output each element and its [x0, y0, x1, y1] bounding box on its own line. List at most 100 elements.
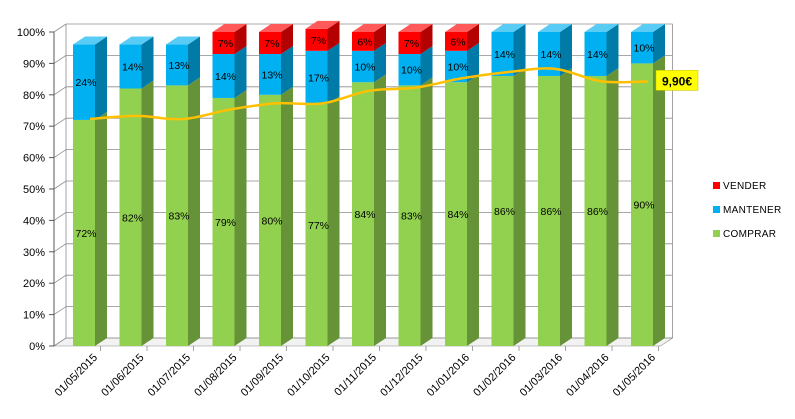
bar-side-comprar: [141, 80, 154, 347]
bar-side-comprar: [560, 67, 572, 347]
y-axis: 0% 10% 20% 30% 40% 50% 60% 70% 80% 90% 100%: [17, 27, 55, 353]
bar-segment-mantener: [584, 32, 607, 76]
data-label-mantener: 14%: [540, 49, 561, 61]
x-tick-label: 01/10/2015: [285, 352, 332, 399]
bar-segment-comprar: [584, 75, 607, 347]
bar-side-mantener: [327, 42, 340, 105]
bar-side-vender: [234, 24, 247, 54]
bar-top: [305, 20, 340, 29]
x-tick-label: 01/04/2016: [564, 352, 611, 399]
data-label-vender: 7%: [311, 35, 326, 47]
bar-top: [259, 24, 293, 32]
legend-label-vender: VENDER: [723, 181, 766, 192]
bar-side-comprar: [653, 55, 665, 347]
bar-top: [491, 24, 526, 32]
bar-segment-mantener: [538, 32, 560, 76]
bar-segment-vender: [445, 32, 467, 51]
y-tick-label: 10%: [23, 310, 45, 322]
data-label-comprar: 90%: [633, 200, 654, 212]
bar-segment-mantener: [352, 50, 374, 83]
x-tick-label: 01/06/2015: [99, 352, 146, 399]
bar-top: [584, 24, 619, 32]
data-label-mantener: 17%: [308, 73, 329, 85]
legend-swatch-comprar: [713, 230, 720, 237]
data-label-mantener: 14%: [587, 49, 608, 61]
data-label-mantener: 10%: [633, 43, 654, 55]
y-tick-label: 20%: [23, 278, 45, 290]
y-tick-label: 0%: [29, 341, 45, 353]
data-label-mantener: 10%: [354, 62, 375, 74]
bar-segment-comprar: [305, 104, 328, 346]
bar-side-comprar: [327, 96, 340, 346]
x-tick-label: 01/05/2015: [53, 352, 100, 399]
data-label-mantener: 14%: [215, 71, 236, 83]
bar-segment-vender: [305, 28, 328, 51]
y-tick-label: 50%: [23, 184, 45, 196]
bar-side-mantener: [606, 24, 619, 76]
data-label-comprar: 86%: [587, 206, 608, 218]
data-label-comprar: 83%: [168, 211, 189, 223]
data-label-mantener: 10%: [447, 62, 468, 74]
data-labels: 72% 24% 82% 14% 83% 13% 79% 14% 7% 80% 13% 7% 77% 17%…: [75, 35, 654, 240]
bar-side-mantener: [281, 45, 293, 95]
x-tick-label: 01/08/2015: [192, 352, 239, 399]
bar-side-comprar: [420, 77, 433, 346]
bar-segment-vender: [398, 32, 421, 54]
price-callout-text: 9,90€: [662, 74, 692, 88]
bar-segment-comprar: [259, 94, 281, 346]
x-tick-label: 01/09/2015: [239, 352, 286, 399]
x-tick-label: 01/02/2016: [471, 352, 518, 399]
data-label-comprar: 84%: [447, 209, 468, 221]
bar-segment-vender: [352, 32, 374, 51]
bar-side-mantener: [653, 24, 665, 64]
y-tick-label: 40%: [23, 215, 45, 227]
bar-segment-mantener: [259, 53, 281, 95]
bar-segment-mantener: [166, 44, 188, 86]
price-line: [89, 67, 649, 121]
price-callout-box: [655, 70, 699, 91]
bar-segment-mantener: [119, 44, 142, 89]
x-tick-label: 01/01/2016: [425, 352, 472, 399]
x-tick-label: 01/05/2016: [611, 352, 658, 399]
bar-segment-comprar: [212, 97, 235, 346]
bar-side-comprar: [188, 77, 200, 346]
bar-side-mantener: [188, 36, 200, 86]
data-label-comprar: 83%: [401, 211, 422, 223]
y-tick-label: 90%: [23, 58, 45, 70]
bar-segment-mantener: [305, 50, 328, 105]
legend: VENDER MANTENER COMPRAR: [713, 181, 781, 240]
bar-side-comprar: [234, 89, 247, 346]
trend-line: 9,90€: [89, 67, 699, 121]
legend-swatch-mantener: [713, 206, 720, 213]
bar-side-comprar: [606, 67, 619, 347]
data-label-mantener: 10%: [401, 65, 422, 77]
bar-side-vender: [467, 24, 479, 51]
bar-segment-mantener: [212, 53, 235, 98]
bar-segment-comprar: [166, 85, 188, 346]
legend-swatch-vender: [713, 182, 720, 189]
bar-segment-comprar: [491, 75, 514, 347]
bar-side-comprar: [513, 67, 526, 347]
data-label-vender: 7%: [218, 38, 233, 50]
bar-segment-comprar: [352, 82, 374, 347]
bar-segment-vender: [212, 32, 235, 54]
y-tick-label: 100%: [17, 27, 45, 39]
y-tick-label: 80%: [23, 90, 45, 102]
data-label-comprar: 72%: [75, 228, 96, 240]
data-label-mantener: 13%: [168, 60, 189, 72]
x-tick-label: 01/12/2015: [378, 352, 425, 399]
bar-side-mantener: [513, 24, 526, 76]
bar-side-mantener: [374, 42, 386, 83]
bar-segment-comprar: [398, 85, 421, 346]
bar-top: [119, 36, 154, 45]
bar-segment-comprar: [631, 63, 653, 347]
bar-side-vender: [281, 24, 293, 54]
data-label-mantener: 24%: [75, 77, 96, 89]
bar-top: [398, 24, 433, 32]
bar-side-vender: [374, 24, 386, 51]
data-label-comprar: 79%: [215, 217, 236, 229]
bar-side-mantener: [95, 36, 107, 120]
bar-top: [538, 24, 572, 32]
data-label-vender: 6%: [450, 36, 465, 48]
